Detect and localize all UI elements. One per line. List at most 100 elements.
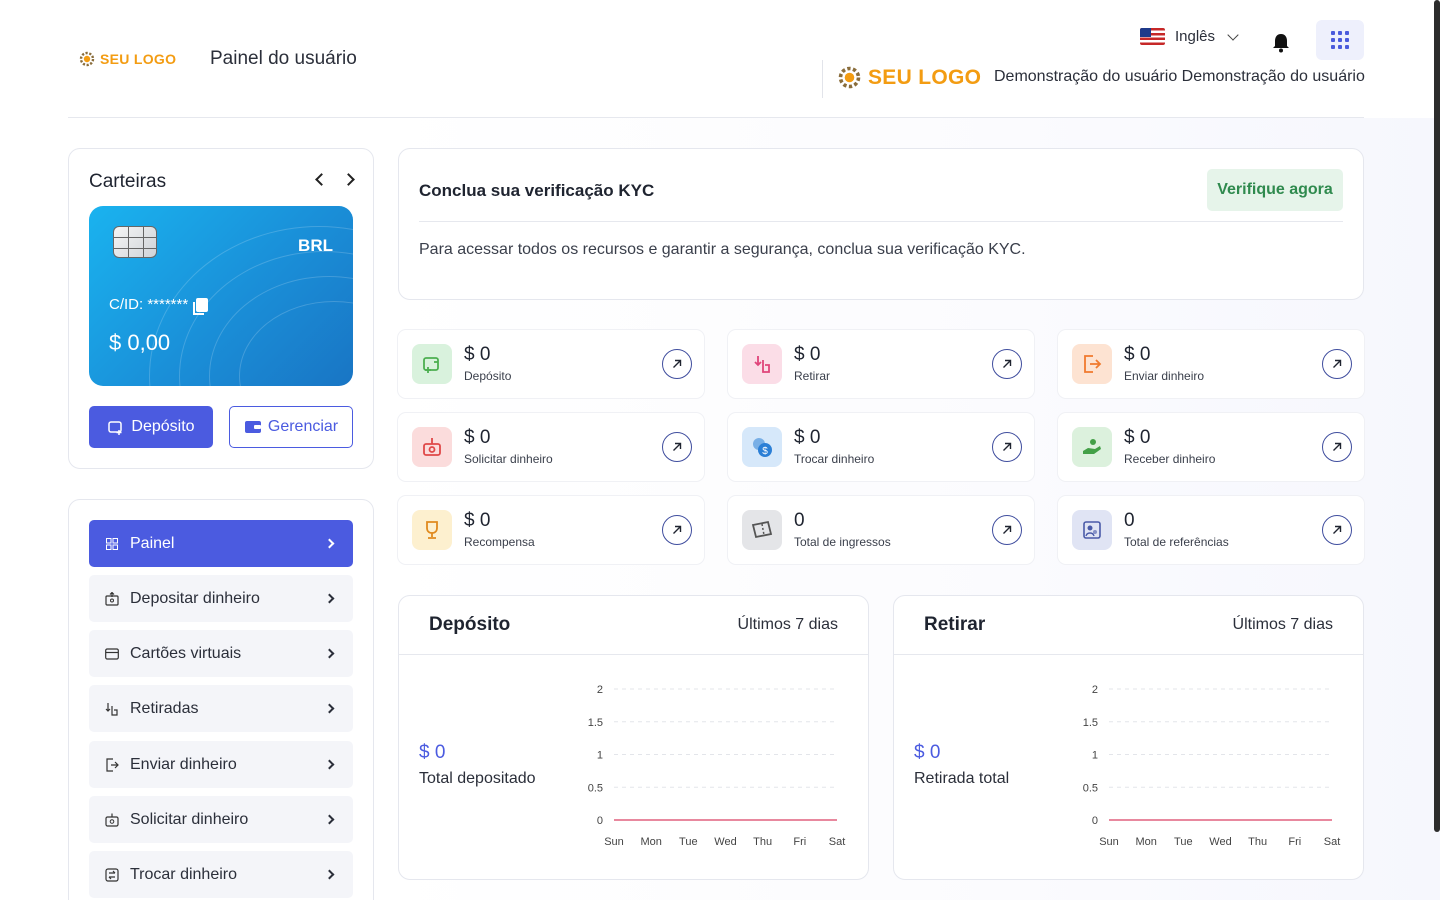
x-tick-label: Sat xyxy=(1324,836,1341,848)
arrow-up-right-icon[interactable] xyxy=(992,432,1022,462)
stat-label: Enviar dinheiro xyxy=(1124,369,1205,383)
manage-button[interactable]: Gerenciar xyxy=(229,406,353,448)
page-scrollbar[interactable] xyxy=(1434,0,1440,832)
chart-range[interactable]: Últimos 7 dias xyxy=(1232,616,1333,633)
header-separator xyxy=(68,117,1364,118)
sidebar-item-painel[interactable]: Painel xyxy=(89,520,353,567)
x-tick-label: Wed xyxy=(714,836,736,848)
chart-range[interactable]: Últimos 7 dias xyxy=(737,616,838,633)
kyc-divider xyxy=(419,221,1343,222)
stat-value: $ 0 xyxy=(464,344,491,365)
send-money-icon xyxy=(105,757,119,772)
wallet-plus-icon xyxy=(412,344,452,384)
sidebar-item-label: Solicitar dinheiro xyxy=(130,810,249,828)
chevron-right-icon xyxy=(324,814,335,825)
chevron-right-icon[interactable] xyxy=(342,173,355,186)
send-icon xyxy=(1072,344,1112,384)
logo-gear-icon xyxy=(79,51,95,67)
brand-logo: SEU LOGO xyxy=(836,64,981,91)
chart-title: Depósito xyxy=(429,614,511,635)
hand-withdraw-icon xyxy=(742,344,782,384)
deposit-button-label: Depósito xyxy=(131,418,195,435)
chevron-right-icon xyxy=(324,538,335,549)
total-deposited-label: Total depositado xyxy=(419,770,536,787)
chevron-right-icon xyxy=(324,648,335,659)
sidebar-item-cartoes-virtuais[interactable]: Cartões virtuais xyxy=(89,630,353,677)
stat-value: $ 0 xyxy=(464,510,491,531)
stat-label: Trocar dinheiro xyxy=(794,452,875,466)
sidebar-item-solicitar-dinheiro[interactable]: Solicitar dinheiro xyxy=(89,796,353,843)
header-divider xyxy=(822,60,823,98)
sidebar-item-label: Depositar dinheiro xyxy=(130,589,260,607)
language-selector[interactable]: Inglês xyxy=(1140,28,1239,45)
arrow-up-right-icon[interactable] xyxy=(662,515,692,545)
apps-menu-button[interactable] xyxy=(1316,20,1364,60)
trophy-icon xyxy=(412,510,452,550)
request-money-icon xyxy=(105,813,119,827)
x-tick-label: Sun xyxy=(1099,836,1119,848)
arrow-up-right-icon[interactable] xyxy=(662,349,692,379)
wallet-card: BRL C/ID: ******* $ 0,00 xyxy=(89,206,353,386)
total-deposited-amount: $ 0 xyxy=(419,742,446,763)
stat-tile-receive-money: $ 0 Receber dinheiro xyxy=(1058,413,1364,481)
stat-label: Retirar xyxy=(794,369,831,383)
sidebar-item-retiradas[interactable]: Retiradas xyxy=(89,685,353,732)
total-withdrawn-label: Retirada total xyxy=(914,770,1010,787)
card-chip-icon xyxy=(113,226,157,258)
deposit-money-icon xyxy=(105,591,119,606)
arrow-up-right-icon[interactable] xyxy=(662,432,692,462)
top-header: SEU LOGO Painel do usuário Inglês SEU LO… xyxy=(0,0,1440,118)
sidebar-item-depositar-dinheiro[interactable]: Depositar dinheiro xyxy=(89,575,353,622)
y-tick-label: 2 xyxy=(1092,684,1098,696)
wallet-icon xyxy=(244,421,261,433)
y-tick-label: 1.5 xyxy=(588,717,603,729)
stat-tile-exchange-money: $ $ 0 Trocar dinheiro xyxy=(728,413,1034,481)
stat-label: Solicitar dinheiro xyxy=(464,452,553,466)
x-tick-label: Thu xyxy=(1248,836,1267,848)
wallet-carousel-nav xyxy=(315,173,355,186)
sidebar-item-enviar-dinheiro[interactable]: Enviar dinheiro xyxy=(89,741,353,788)
stat-tile-request-money: $ 0 Solicitar dinheiro xyxy=(398,413,704,481)
x-tick-label: Tue xyxy=(679,836,698,848)
stat-value: $ 0 xyxy=(1124,427,1151,448)
site-logo[interactable]: SEU LOGO xyxy=(78,50,176,68)
stat-label: Depósito xyxy=(464,369,512,383)
credit-card-icon xyxy=(105,647,119,661)
kyc-alert: Conclua sua verificação KYC Verifique ag… xyxy=(398,148,1364,300)
notification-bell-icon[interactable] xyxy=(1268,30,1294,56)
chevron-left-icon[interactable] xyxy=(315,173,328,186)
chart-divider xyxy=(894,654,1363,655)
arrow-up-right-icon[interactable] xyxy=(1322,515,1352,545)
kyc-description: Para acessar todos os recursos e garanti… xyxy=(419,241,1026,258)
dashboard-icon xyxy=(105,537,119,551)
stat-value: 0 xyxy=(1124,510,1135,531)
stat-value: $ 0 xyxy=(1124,344,1151,365)
stat-tile-total-tickets: 0 Total de ingressos xyxy=(728,496,1034,564)
stat-tile-deposit: $ 0 Depósito xyxy=(398,330,704,398)
stat-label: Recompensa xyxy=(464,535,535,549)
y-tick-label: 1 xyxy=(1092,750,1098,762)
logo-gear-icon xyxy=(838,66,861,89)
deposit-chart-card: Depósito Últimos 7 dias $ 0 Total deposi… xyxy=(398,595,869,880)
sidebar-item-label: Enviar dinheiro xyxy=(130,755,237,773)
stat-tile-reward: $ 0 Recompensa xyxy=(398,496,704,564)
x-tick-label: Sat xyxy=(829,836,846,848)
arrow-up-right-icon[interactable] xyxy=(1322,349,1352,379)
sidebar-item-label: Retiradas xyxy=(130,699,199,717)
verify-now-button[interactable]: Verifique agora xyxy=(1207,169,1343,211)
referral-icon xyxy=(1072,510,1112,550)
arrow-up-right-icon[interactable] xyxy=(1322,432,1352,462)
sidebar-item-label: Cartões virtuais xyxy=(130,644,242,662)
stat-value: $ 0 xyxy=(794,344,821,365)
user-name[interactable]: Demonstração do usuário Demonstração do … xyxy=(994,68,1365,85)
y-tick-label: 0 xyxy=(597,815,603,827)
sidebar-item-trocar-dinheiro[interactable]: Trocar dinheiro xyxy=(89,851,353,898)
card-id: C/ID: ******* xyxy=(109,296,209,315)
arrow-up-right-icon[interactable] xyxy=(992,349,1022,379)
deposit-button[interactable]: Depósito xyxy=(89,406,213,448)
copy-icon[interactable] xyxy=(193,297,209,315)
stat-value: $ 0 xyxy=(464,427,491,448)
stat-value: 0 xyxy=(794,510,805,531)
arrow-up-right-icon[interactable] xyxy=(992,515,1022,545)
ticket-icon xyxy=(742,510,782,550)
